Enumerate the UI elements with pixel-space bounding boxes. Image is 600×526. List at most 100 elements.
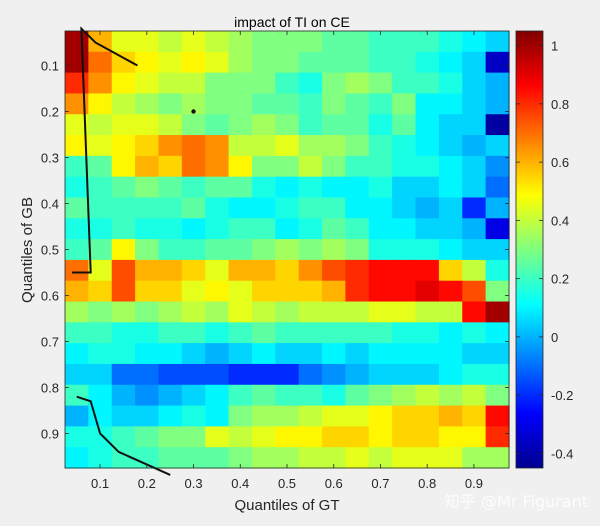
- y-axis-label: Quantiles of GB: [19, 197, 36, 303]
- contour-line: [72, 26, 138, 274]
- heatmap-cell: [485, 155, 510, 178]
- heatmap-cell: [462, 135, 487, 157]
- heatmap-cell: [275, 93, 300, 115]
- heatmap-cell: [368, 239, 393, 261]
- heatmap-cell: [462, 426, 487, 448]
- heatmap-cell: [275, 447, 300, 469]
- heatmap-cell: [322, 218, 347, 240]
- heatmap-cell: [88, 426, 113, 448]
- heatmap-cell: [111, 322, 136, 344]
- heatmap-cell: [251, 176, 276, 199]
- marker-point: [191, 109, 196, 114]
- heatmap-cell: [275, 239, 300, 261]
- heatmap-cell: [275, 322, 300, 344]
- heatmap-cell: [485, 114, 510, 136]
- heatmap-cell: [111, 259, 136, 282]
- heatmap-cell: [345, 72, 370, 95]
- heatmap-cell: [181, 343, 206, 365]
- heatmap-cell: [88, 447, 113, 469]
- heatmap-cell: [485, 72, 510, 95]
- heatmap-cell: [228, 259, 253, 282]
- heatmap-cell: [322, 343, 347, 365]
- heatmap-cell: [415, 197, 440, 219]
- heatmap-cell: [181, 93, 206, 115]
- heatmap-cell: [65, 218, 89, 240]
- heatmap-cell: [415, 155, 440, 178]
- heatmap-cell: [485, 280, 510, 303]
- heatmap-cell: [275, 343, 300, 365]
- heatmap-cell: [251, 363, 276, 386]
- heatmap-cell: [368, 135, 393, 157]
- heatmap-cell: [135, 155, 160, 178]
- heatmap-cell: [438, 384, 463, 407]
- heatmap-cell: [345, 259, 370, 282]
- heatmap-cell: [111, 197, 136, 219]
- heatmap-cell: [251, 322, 276, 344]
- heatmap-cell: [251, 197, 276, 219]
- heatmap-cell: [438, 301, 463, 323]
- heatmap-cell: [275, 197, 300, 219]
- heatmap-cell: [345, 447, 370, 469]
- heatmap-cell: [392, 322, 417, 344]
- y-tick-label: 0.6: [41, 289, 59, 304]
- heatmap-cell: [158, 447, 183, 469]
- heatmap-cell: [228, 31, 253, 53]
- heatmap-cell: [205, 322, 230, 344]
- heatmap-cell: [322, 114, 347, 136]
- heatmap-cell: [88, 72, 113, 95]
- heatmap-cell: [345, 405, 370, 427]
- heatmap-cell: [462, 197, 487, 219]
- marker-layer: [191, 109, 196, 114]
- heatmap-cell: [251, 218, 276, 240]
- heatmap-cell: [65, 447, 89, 469]
- heatmap-cell: [438, 51, 463, 74]
- heatmap-cell: [228, 197, 253, 219]
- heatmap-cell: [485, 322, 510, 344]
- heatmap-cell: [462, 218, 487, 240]
- heatmap-cell: [415, 31, 440, 53]
- heatmap-cell: [158, 280, 183, 303]
- heatmap-cell: [485, 259, 510, 282]
- heatmap-cell: [345, 218, 370, 240]
- heatmap-cell: [485, 343, 510, 365]
- heatmap-cell: [415, 218, 440, 240]
- colorbar-tick-label: 1: [551, 39, 558, 54]
- heatmap-cell: [298, 363, 323, 386]
- heatmap-cell: [205, 384, 230, 407]
- heatmap-cell: [181, 322, 206, 344]
- y-tick-label: 0.4: [41, 197, 59, 212]
- heatmap-cell: [251, 135, 276, 157]
- heatmap-cell: [111, 280, 136, 303]
- heatmap-cell: [111, 301, 136, 323]
- heatmap-cell: [228, 135, 253, 157]
- x-tick-label: 0.6: [325, 476, 343, 491]
- heatmap-cell: [228, 405, 253, 427]
- heatmap-cell: [158, 155, 183, 178]
- heatmap-cell: [111, 176, 136, 199]
- heatmap-cell: [251, 259, 276, 282]
- heatmap-cell: [462, 72, 487, 95]
- heatmap-cell: [298, 176, 323, 199]
- contour-lines: [72, 26, 171, 476]
- heatmap-cell: [345, 31, 370, 53]
- y-tick-label: 0.5: [41, 243, 59, 258]
- heatmap-cell: [275, 176, 300, 199]
- heatmap-cell: [181, 218, 206, 240]
- heatmap-cell: [415, 363, 440, 386]
- heatmap-cell: [228, 447, 253, 469]
- y-tick-label: 0.1: [41, 59, 59, 74]
- heatmap-cell: [228, 239, 253, 261]
- heatmap-cell: [392, 363, 417, 386]
- heatmap-cell: [462, 301, 487, 323]
- heatmap-cell: [158, 405, 183, 427]
- heatmap-cell: [158, 114, 183, 136]
- heatmap-cell: [392, 31, 417, 53]
- heatmap-cell: [368, 405, 393, 427]
- heatmap-cell: [181, 239, 206, 261]
- heatmap-cell: [181, 155, 206, 178]
- heatmap-cell: [275, 31, 300, 53]
- contour-line: [76, 395, 171, 476]
- heatmap-cell: [181, 363, 206, 386]
- heatmap-cell: [111, 447, 136, 469]
- heatmap-cell: [298, 426, 323, 448]
